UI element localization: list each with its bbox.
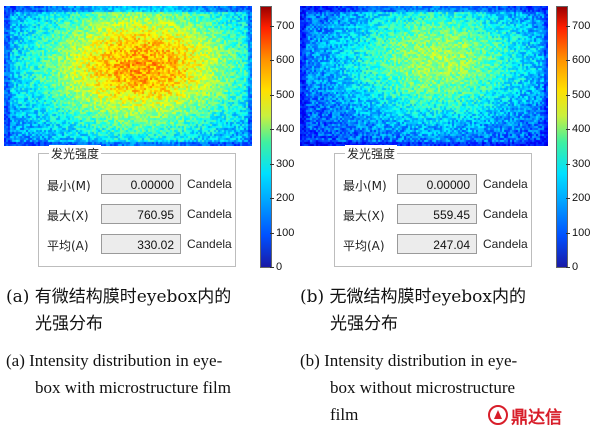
colorbar-tick-label: 100: [269, 226, 295, 239]
colorbar-tick-label: 300: [269, 157, 295, 170]
max-unit: Candela: [187, 207, 232, 221]
colorbar-b: [556, 6, 568, 268]
caption-a-cn-line2: 光强分布: [35, 314, 103, 334]
brand-logo-text: 鼎达信: [511, 407, 562, 428]
colorbar-tick-label: 0: [565, 261, 579, 273]
colorbar-tick-label: 300: [565, 157, 591, 170]
max-row: 最大(X) 760.95 Candela: [39, 202, 235, 228]
avg-value-field: 330.02: [101, 234, 181, 254]
colorbar-tick-label: 400: [565, 123, 591, 136]
caption-b-en-line1: (b) Intensity distribution in eye-: [300, 351, 518, 370]
caption-b-en-line3: film: [330, 405, 359, 424]
caption-a-en-line2: box with microstructure film: [35, 378, 231, 397]
max-label: 最大(X): [343, 209, 385, 223]
caption-b-en-line2: box without microstructure: [330, 378, 516, 397]
panel-a: 0 100 200 300 400 500 600 700 发光强度 最小(M) 0.0000…: [0, 0, 294, 275]
avg-label: 平均(A): [343, 239, 385, 253]
min-row: 最小(M) 0.00000 Candela: [39, 172, 235, 198]
colorbar-tick-label: 500: [269, 88, 295, 101]
avg-unit: Candela: [483, 237, 528, 251]
min-value-field: 0.00000: [397, 174, 477, 194]
brand-logo-icon: [488, 405, 508, 425]
heatmap-a: [4, 6, 252, 146]
avg-row: 平均(A) 247.04 Candela: [335, 232, 531, 258]
caption-a-cn-line1: (a) 有微结构膜时eyebox内的: [6, 287, 232, 307]
avg-unit: Candela: [187, 237, 232, 251]
colorbar-tick-label: 200: [269, 192, 295, 205]
luminance-box-b: 发光强度 最小(M) 0.00000 Candela 最大(X) 559.45 …: [334, 145, 532, 267]
colorbar-a: [260, 6, 272, 268]
brand-logo: 鼎达信: [488, 401, 562, 429]
panel-b: 0 100 200 300 400 500 600 700 发光强度 最小(M) 0.0000…: [296, 0, 590, 275]
luminance-box-title: 发光强度: [49, 145, 102, 162]
colorbar-tick-label: 600: [269, 54, 295, 67]
max-unit: Candela: [483, 207, 528, 221]
min-unit: Candela: [187, 177, 232, 191]
colorbar-tick-label: 200: [565, 192, 591, 205]
colorbar-tick-label: 700: [565, 19, 591, 32]
max-label: 最大(X): [47, 209, 89, 223]
min-row: 最小(M) 0.00000 Candela: [335, 172, 531, 198]
max-row: 最大(X) 559.45 Candela: [335, 202, 531, 228]
min-label: 最小(M): [47, 179, 91, 193]
colorbar-tick-label: 100: [565, 226, 591, 239]
avg-value-field: 247.04: [397, 234, 477, 254]
colorbar-tick-label: 400: [269, 123, 295, 136]
avg-label: 平均(A): [47, 239, 89, 253]
colorbar-tick-label: 0: [269, 261, 283, 273]
max-value-field: 760.95: [101, 204, 181, 224]
caption-b-cn-line2: 光强分布: [330, 314, 398, 334]
caption-b-cn-line1: (b) 无微结构膜时eyebox内的: [300, 287, 526, 307]
min-unit: Candela: [483, 177, 528, 191]
luminance-box-title: 发光强度: [345, 145, 398, 162]
colorbar-tick-label: 700: [269, 19, 295, 32]
max-value-field: 559.45: [397, 204, 477, 224]
luminance-box-a: 发光强度 最小(M) 0.00000 Candela 最大(X) 760.95 …: [38, 145, 236, 267]
caption-a-en-line1: (a) Intensity distribution in eye-: [6, 351, 223, 370]
min-label: 最小(M): [343, 179, 387, 193]
avg-row: 平均(A) 330.02 Candela: [39, 232, 235, 258]
heatmap-b: [300, 6, 548, 146]
colorbar-tick-label: 500: [565, 88, 591, 101]
min-value-field: 0.00000: [101, 174, 181, 194]
colorbar-tick-label: 600: [565, 54, 591, 67]
